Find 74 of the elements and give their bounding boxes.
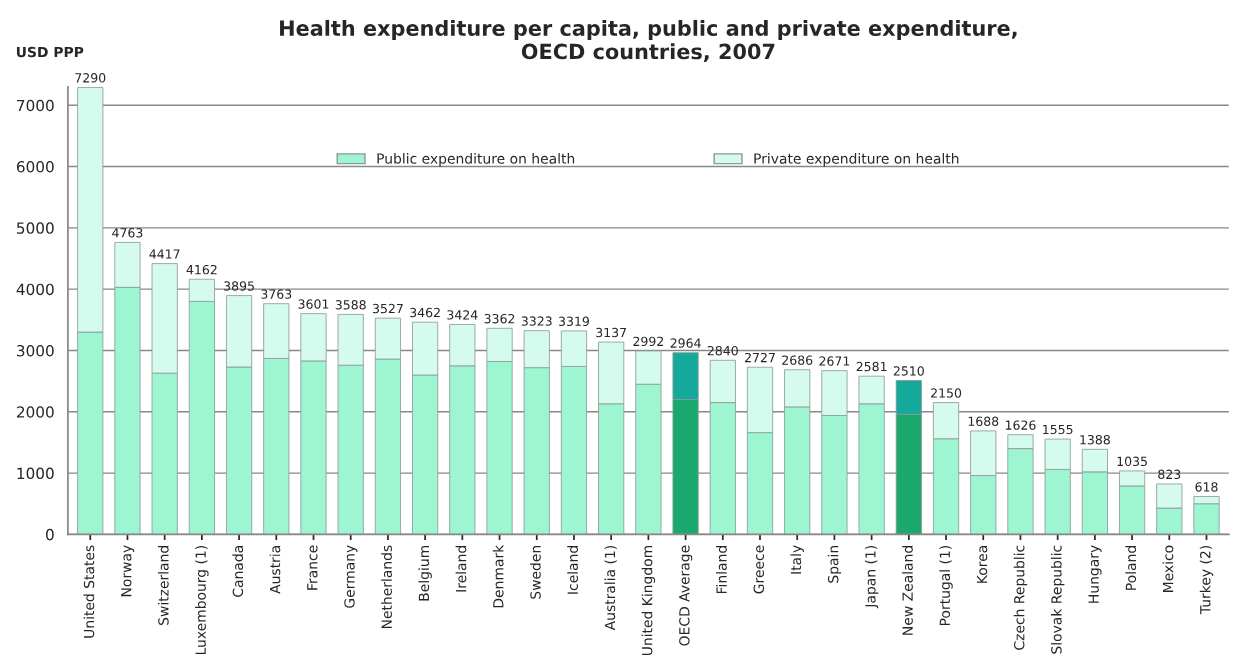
chart-title: Health expenditure per capita, public and private expenditure, OECD countries, 2007 [280,19,1017,63]
x-tick-label: Spain [827,546,842,583]
x-tick-label: Poland [1125,546,1137,590]
x-tick-label: New Zealand [902,546,913,635]
x-tick-label: Hungary [1088,545,1102,603]
total-label: 4162 [186,264,217,275]
total-label: 2964 [670,338,701,348]
total-label: 3895 [224,281,254,291]
total-label: 3462 [410,307,440,318]
total-label: 3527 [372,303,403,314]
x-tick-label: OECD Average [679,545,693,646]
x-tick-label: Switzerland [157,546,169,625]
x-tick-label: Portugal (1) [939,546,953,626]
x-tick-label: Greece [753,545,765,594]
total-label: 618 [1195,482,1218,492]
total-label: 3601 [298,299,329,309]
x-tick-label: United Kingdom [641,546,656,656]
total-label: 4763 [112,228,143,238]
x-tick-label: Japan (1) [864,546,879,609]
x-tick-label: Austria [269,546,281,594]
total-label: 3424 [447,310,478,320]
total-label: 1035 [1117,456,1147,467]
y-tick-label: 7000 [17,99,54,112]
x-tick-label: Slovak Republic [1050,545,1065,654]
x-tick-label: Belgium [418,546,432,601]
x-tick-label: Czech Republic [1013,545,1028,650]
total-label: 2150 [931,388,962,398]
total-label: 2581 [856,361,887,372]
x-tick-label: Luxembourg (1) [195,546,209,655]
legend-label: Private expenditure on health [754,153,959,167]
x-tick-label: Ireland [455,546,467,592]
total-label: 1688 [968,416,999,427]
x-tick-label: Australia (1) [604,546,617,631]
total-label: 2510 [893,366,924,376]
x-tick-label: Turkey (2) [1199,546,1214,615]
total-label: 3137 [596,327,626,338]
y-tick-label: 4000 [16,283,54,296]
x-tick-label: Germany [344,545,358,608]
total-label: 2992 [633,336,664,347]
total-label: 2727 [745,352,775,363]
y-tick-label: 5000 [17,222,54,234]
total-label: 3323 [521,316,552,326]
x-tick-label: Canada [232,546,244,597]
legend-label: Public expenditure on health [377,153,575,167]
total-label: 2686 [782,355,813,365]
y-tick-label: 1000 [17,467,54,480]
y-axis-title: USD PPP [16,46,84,58]
x-tick-label: United States [83,545,95,638]
x-tick-label: Finland [716,546,727,594]
total-label: 3763 [261,289,292,299]
y-tick-label: 2000 [16,406,54,418]
x-tick-label: Italy [790,545,804,574]
x-tick-label: Iceland [567,546,578,594]
x-tick-label: Korea [976,546,988,583]
total-label: 3362 [484,313,515,324]
total-label: 4417 [149,249,180,259]
total-label: 1388 [1080,434,1110,445]
x-tick-label: Netherlands [381,545,392,629]
x-tick-label: Denmark [492,544,504,608]
total-label: 2671 [819,356,850,366]
x-tick-label: Norway [121,545,135,597]
y-tick-label: 0 [46,528,54,541]
total-label: 3588 [335,300,366,310]
x-tick-label: France [307,545,318,590]
total-label: 2840 [707,345,738,356]
total-label: 823 [1158,469,1181,480]
total-label: 1626 [1005,420,1036,430]
total-label: 3319 [559,316,589,327]
total-label: 7290 [75,73,106,83]
total-label: 1555 [1043,424,1073,435]
x-tick-label: Sweden [530,546,541,599]
x-tick-label: Mexico [1162,545,1174,592]
y-tick-label: 6000 [16,161,54,173]
y-tick-label: 3000 [17,344,54,357]
